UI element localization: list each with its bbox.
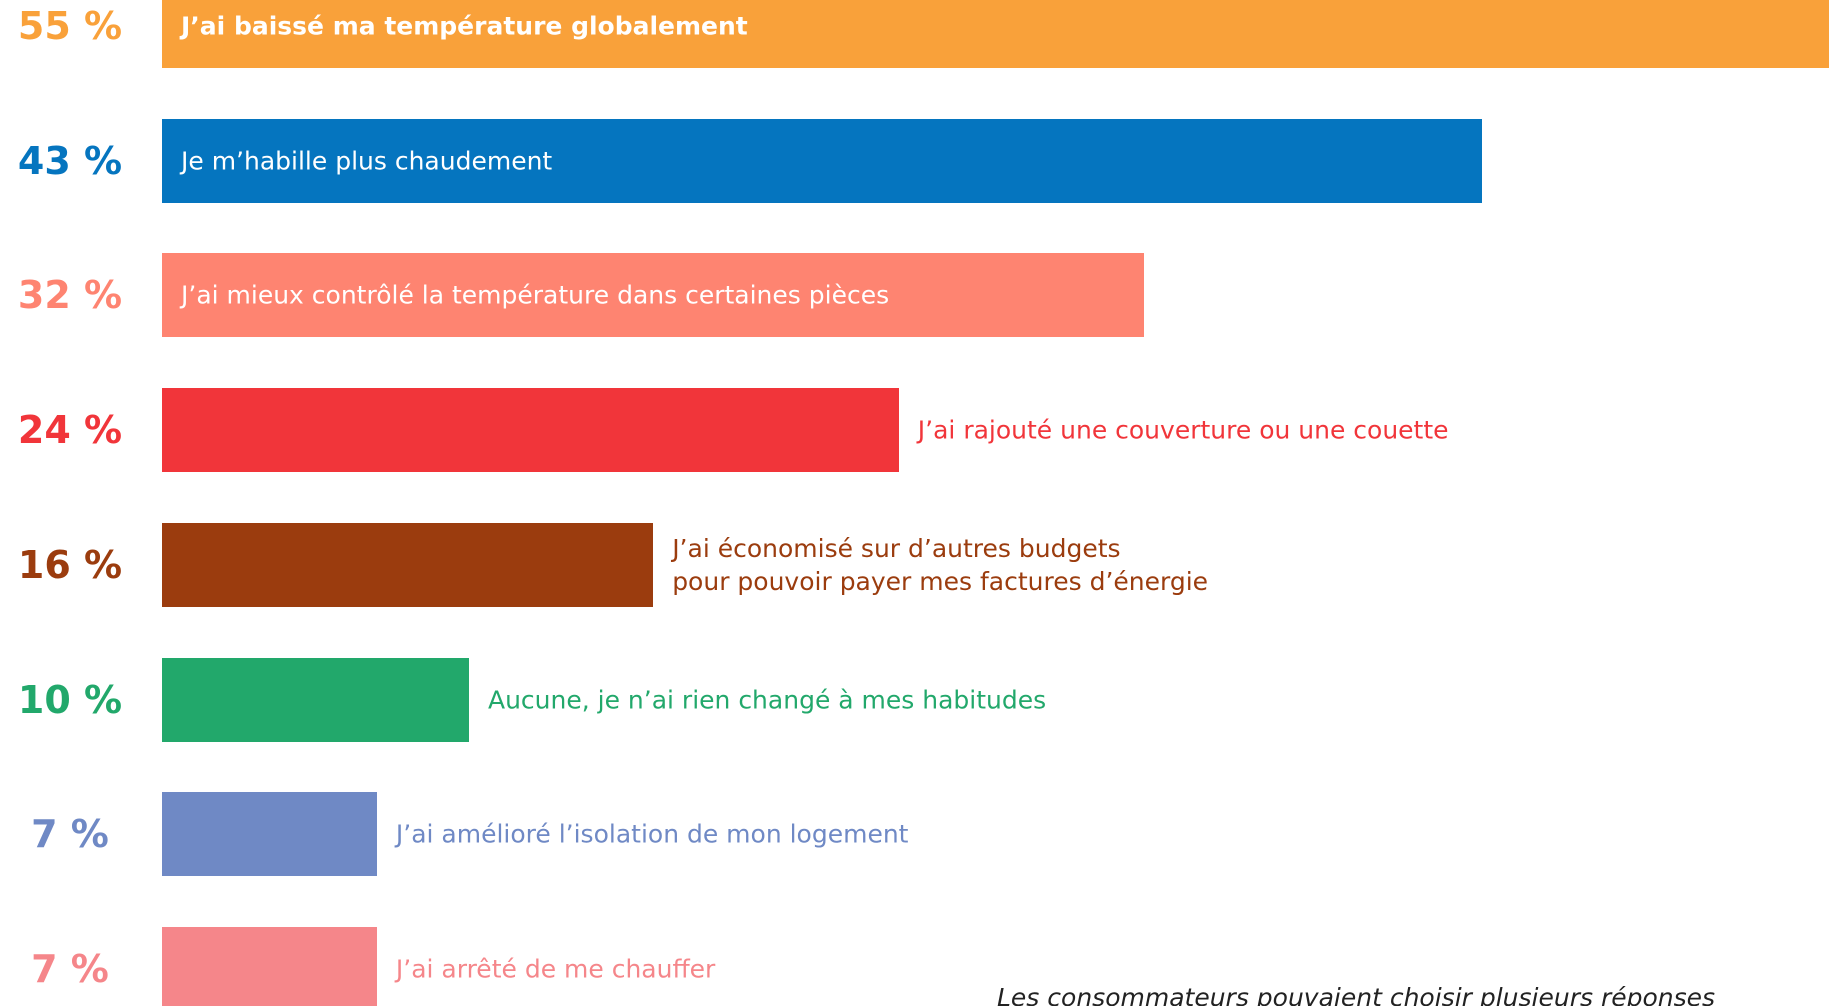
bar-label: Je m’habille plus chaudement bbox=[181, 146, 553, 176]
value-label: 7 % bbox=[31, 946, 109, 991]
bar bbox=[162, 522, 654, 607]
bar bbox=[162, 388, 899, 473]
bar-label: J’ai amélioré l’isolation de mon logemen… bbox=[395, 819, 909, 849]
value-label: 55 % bbox=[17, 4, 123, 48]
bar bbox=[162, 0, 1829, 68]
bar bbox=[162, 253, 1145, 338]
bar-label: J’ai rajouté une couverture ou une couet… bbox=[917, 415, 1449, 445]
bar-label: Aucune, je n’ai rien changé à mes habitu… bbox=[487, 685, 1047, 714]
bar bbox=[162, 118, 1483, 203]
bar bbox=[162, 926, 377, 1006]
value-label: 43 % bbox=[17, 138, 123, 183]
bar bbox=[162, 792, 377, 877]
bar-label: J’ai économisé sur d’autres budgets pour… bbox=[672, 533, 1209, 596]
note: Les consommateurs pouvaient choisir plus… bbox=[997, 983, 1716, 1006]
value-label: 24 % bbox=[17, 408, 123, 453]
value-label: 16 % bbox=[17, 542, 123, 587]
value-label: 10 % bbox=[17, 677, 123, 722]
bar-label: J’ai arrêté de me chauffer bbox=[395, 954, 716, 984]
value-label: 32 % bbox=[17, 273, 123, 318]
bar-label: J’ai mieux contrôlé la température dans … bbox=[181, 280, 890, 310]
bar bbox=[162, 657, 469, 742]
bar-label: J’ai baissé ma température globalement bbox=[181, 11, 748, 41]
value-label: 7 % bbox=[31, 812, 109, 857]
